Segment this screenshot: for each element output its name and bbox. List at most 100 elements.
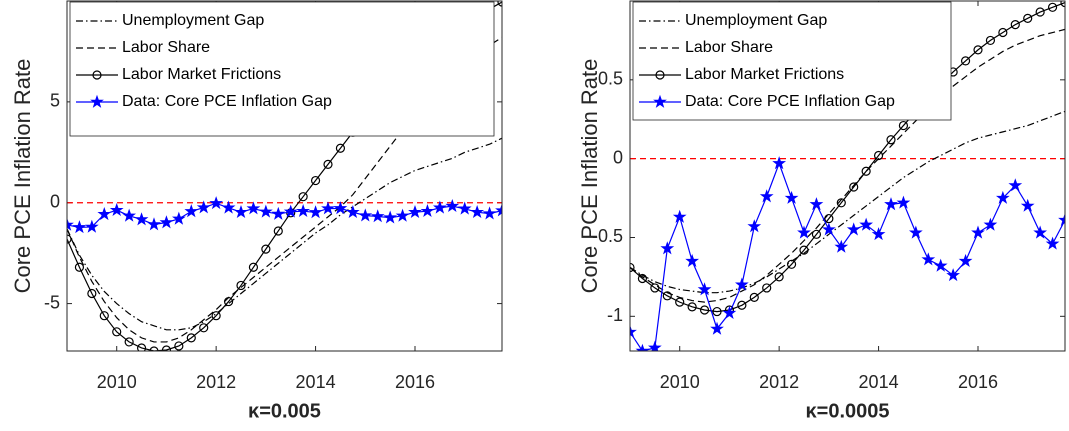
data-point bbox=[112, 327, 122, 337]
data-point bbox=[630, 324, 637, 338]
y-tick-label: 0 bbox=[50, 191, 60, 211]
y-tick-label: -0.5 bbox=[592, 226, 623, 246]
data-point bbox=[650, 283, 660, 293]
y-axis-label: Core PCE Inflation Rate bbox=[10, 59, 35, 294]
data-point bbox=[67, 234, 72, 244]
data-point bbox=[87, 288, 97, 299]
data-point bbox=[1035, 7, 1045, 17]
data-point bbox=[710, 321, 724, 335]
data-point bbox=[759, 189, 774, 203]
subplot: 2010 2012 2014 2016 -5 0 5 Unemployment Gap Labo… bbox=[10, 0, 503, 422]
x-tick-label: 2012 bbox=[759, 372, 799, 392]
x-tick-label: 2010 bbox=[97, 372, 137, 392]
series-line bbox=[67, 137, 502, 331]
data-point bbox=[199, 323, 209, 333]
legend-label: Unemployment Gap bbox=[122, 12, 264, 29]
data-point bbox=[886, 135, 896, 145]
data-point bbox=[358, 208, 373, 222]
data-point bbox=[84, 219, 99, 233]
data-point bbox=[296, 203, 311, 218]
data-point bbox=[946, 268, 961, 282]
legend-label: Labor Market Frictions bbox=[685, 66, 844, 83]
series-layer bbox=[67, 1, 502, 351]
data-point bbox=[809, 197, 824, 211]
data-point bbox=[699, 305, 710, 315]
data-point bbox=[849, 182, 859, 192]
data-point bbox=[772, 156, 787, 170]
data-point bbox=[345, 204, 360, 219]
data-point bbox=[784, 190, 799, 204]
data-point bbox=[1020, 198, 1035, 212]
data-point bbox=[258, 204, 273, 218]
data-point bbox=[335, 143, 346, 153]
data-point bbox=[687, 302, 697, 312]
data-point bbox=[973, 45, 983, 55]
y-axis-label: Core PCE Inflation Rate bbox=[577, 59, 602, 294]
data-point bbox=[762, 283, 772, 293]
data-point bbox=[995, 190, 1010, 204]
data-point bbox=[1008, 178, 1023, 192]
data-point bbox=[685, 253, 700, 267]
y-tick-label: 0.5 bbox=[598, 69, 623, 89]
data-point bbox=[74, 262, 85, 272]
data-point bbox=[908, 225, 923, 239]
data-point bbox=[236, 280, 246, 291]
data-point bbox=[1033, 225, 1048, 239]
data-point bbox=[637, 273, 648, 284]
data-point bbox=[72, 220, 87, 234]
legend-marker bbox=[92, 70, 102, 80]
data-point bbox=[408, 204, 422, 219]
data-point bbox=[432, 200, 447, 214]
data-point bbox=[786, 259, 797, 269]
data-point bbox=[136, 343, 147, 351]
data-point bbox=[122, 208, 137, 222]
legend-label: Unemployment Gap bbox=[685, 12, 827, 29]
data-point bbox=[457, 201, 472, 215]
data-point bbox=[149, 346, 159, 351]
data-point bbox=[896, 195, 911, 209]
data-point bbox=[298, 192, 308, 202]
legend-marker bbox=[90, 94, 104, 108]
data-point bbox=[497, 1, 502, 7]
data-point bbox=[747, 219, 762, 233]
data-point bbox=[884, 197, 898, 211]
x-tick-label: 2014 bbox=[296, 372, 336, 392]
data-point bbox=[675, 297, 685, 307]
legend-box bbox=[69, 1, 495, 137]
data-point bbox=[221, 200, 236, 214]
data-point bbox=[697, 282, 712, 296]
data-point bbox=[821, 222, 836, 236]
data-point bbox=[323, 159, 333, 170]
legend: Unemployment Gap Labor Share Labor Market … bbox=[69, 1, 495, 137]
data-point bbox=[310, 175, 321, 186]
data-point bbox=[445, 198, 460, 212]
x-tick-label: 2016 bbox=[958, 372, 998, 392]
y-tick-label: -1 bbox=[607, 305, 623, 325]
data-point bbox=[672, 209, 687, 223]
data-point bbox=[797, 225, 811, 239]
data-point bbox=[321, 201, 335, 215]
legend: Unemployment Gap Labor Share Labor Market … bbox=[632, 1, 952, 121]
data-point bbox=[248, 262, 259, 272]
data-point bbox=[971, 225, 985, 239]
data-point bbox=[861, 166, 871, 176]
data-point bbox=[333, 201, 348, 215]
data-point bbox=[1058, 212, 1065, 226]
legend-label: Data: Core PCE Inflation Gap bbox=[685, 93, 895, 110]
data-point bbox=[846, 222, 861, 236]
subplot: 2010 2012 2014 2016 -1 -0.5 0 0.5 Unemployment G… bbox=[577, 0, 1066, 422]
data-point bbox=[712, 306, 722, 317]
data-point bbox=[873, 150, 884, 161]
x-tick-label: 2014 bbox=[859, 372, 899, 392]
data-point bbox=[161, 345, 172, 351]
series-line bbox=[630, 2, 1065, 313]
data-point bbox=[124, 337, 134, 347]
legend-label: Data: Core PCE Inflation Gap bbox=[122, 93, 332, 110]
data-point bbox=[662, 291, 672, 301]
data-point bbox=[1010, 20, 1020, 30]
data-point bbox=[271, 206, 286, 220]
data-point bbox=[99, 311, 109, 321]
data-point bbox=[482, 206, 497, 220]
data-point bbox=[1047, 2, 1058, 12]
